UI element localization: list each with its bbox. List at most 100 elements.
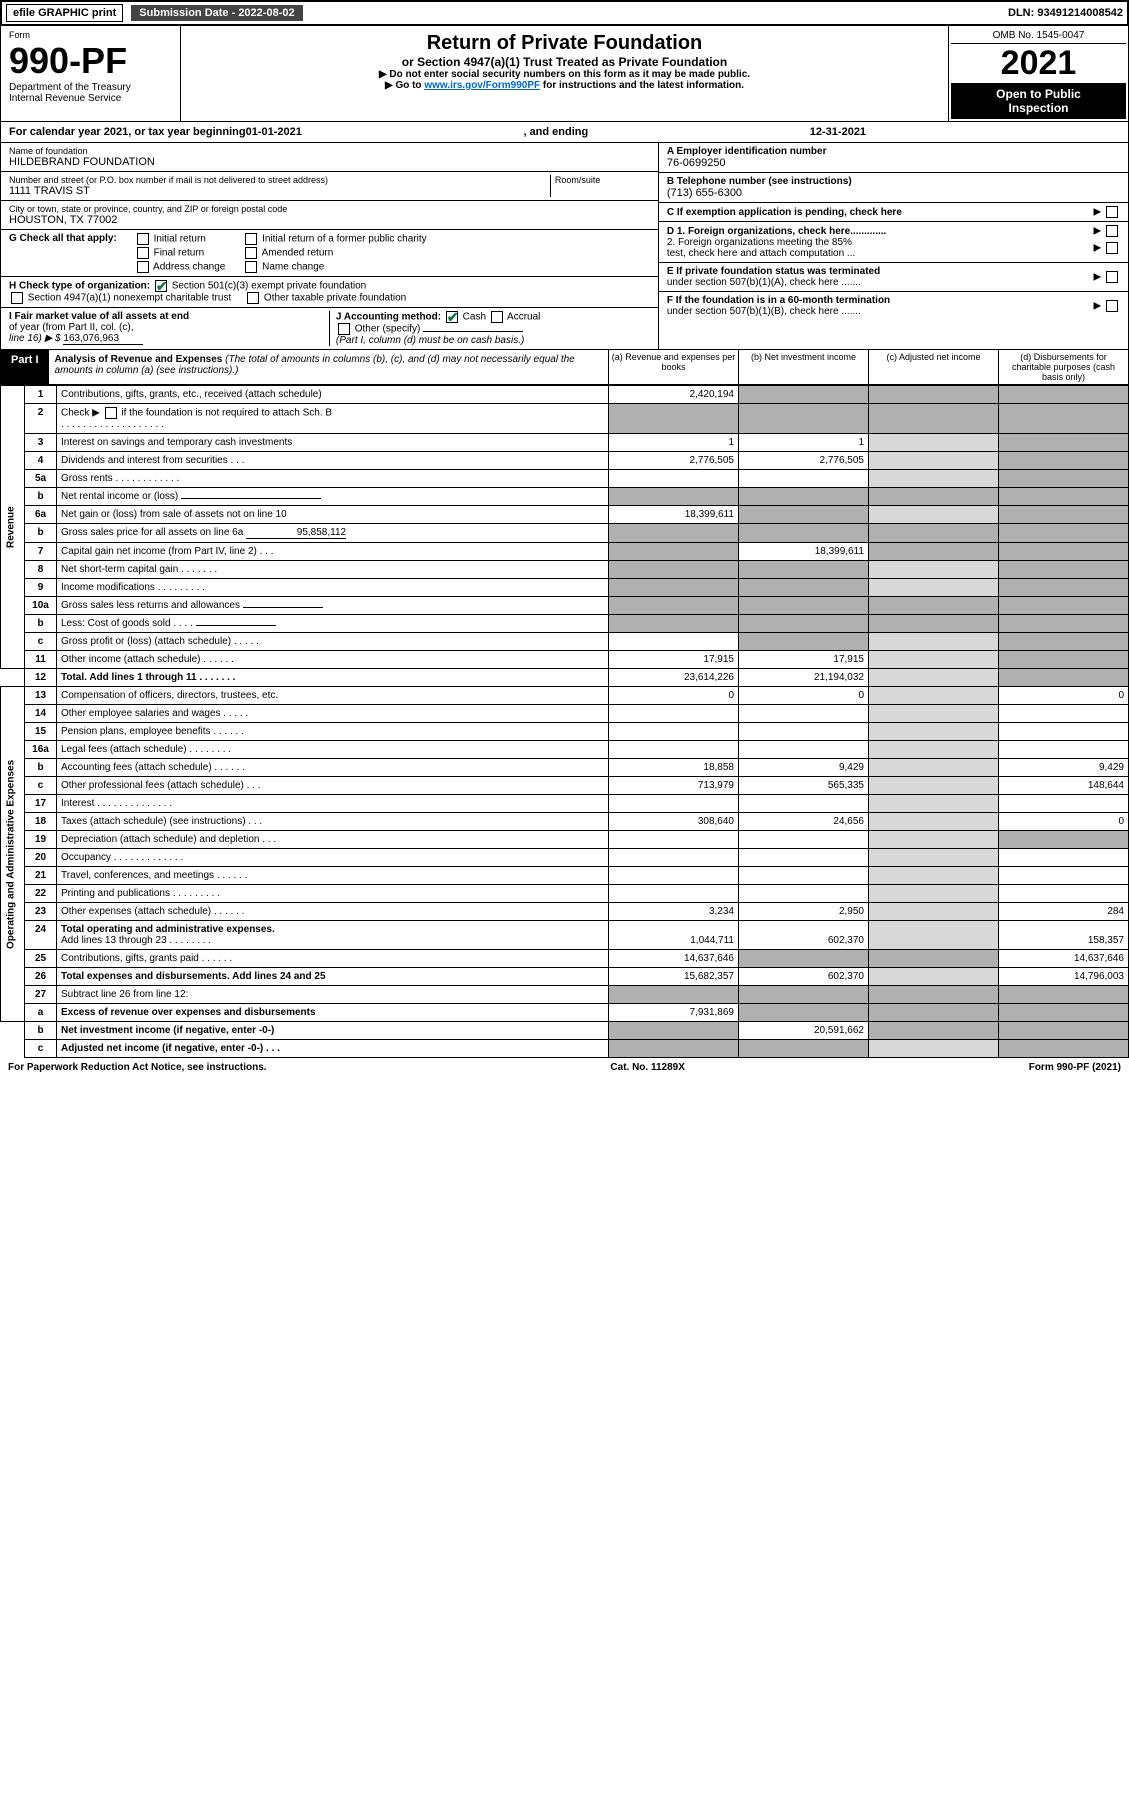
f2: under section 507(b)(1)(B), check here .…	[667, 306, 861, 317]
v18b: 24,656	[739, 813, 869, 831]
line-6b-pre: Gross sales price for all assets on line…	[61, 527, 243, 538]
v25d: 14,637,646	[999, 950, 1129, 968]
line-4: Dividends and interest from securities .…	[57, 452, 609, 470]
i-line1: I Fair market value of all assets at end	[9, 311, 323, 322]
line-26: Total expenses and disbursements. Add li…	[57, 968, 609, 986]
v1a: 2,420,194	[609, 386, 739, 404]
chk-other-acct[interactable]	[338, 323, 350, 335]
v13d: 0	[999, 687, 1129, 705]
chk-accrual[interactable]	[491, 311, 503, 323]
irs-link[interactable]: www.irs.gov/Form990PF	[424, 80, 540, 91]
footer-mid: Cat. No. 11289X	[610, 1062, 684, 1073]
part1-title: Analysis of Revenue and Expenses	[55, 354, 223, 365]
addr-label: Number and street (or P.O. box number if…	[9, 175, 550, 185]
g-label: G Check all that apply:	[9, 233, 117, 273]
open-public-1: Open to Public	[955, 87, 1122, 101]
g-opt-0: Initial return	[154, 234, 206, 245]
line-22: Printing and publications . . . . . . . …	[57, 885, 609, 903]
chk-cash[interactable]	[446, 311, 458, 323]
chk-c[interactable]	[1106, 206, 1118, 218]
v6a: 18,399,611	[609, 506, 739, 524]
footer-right: Form 990-PF (2021)	[1029, 1062, 1121, 1073]
col-d-head: (d) Disbursements for charitable purpose…	[998, 350, 1128, 384]
chk-address-change[interactable]	[137, 261, 149, 273]
line-27: Subtract line 26 from line 12:	[57, 986, 609, 1004]
v11b: 17,915	[739, 651, 869, 669]
line-6b-val: 95,858,112	[246, 527, 346, 539]
h-opt2: Section 4947(a)(1) nonexempt charitable …	[28, 293, 231, 304]
g-opt-1: Final return	[154, 248, 205, 259]
h-opt1: Section 501(c)(3) exempt private foundat…	[172, 281, 367, 292]
chk-d2[interactable]	[1106, 242, 1118, 254]
foundation-city: HOUSTON, TX 77002	[9, 214, 650, 226]
chk-e[interactable]	[1106, 271, 1118, 283]
ein-value: 76-0699250	[667, 157, 1120, 169]
line-5b: Net rental income or (loss)	[61, 491, 178, 502]
line-24b: Add lines 13 through 23 . . . . . . . .	[61, 935, 211, 946]
line-16a: Legal fees (attach schedule) . . . . . .…	[57, 741, 609, 759]
efile-label[interactable]: efile GRAPHIC print	[6, 4, 123, 22]
chk-d1[interactable]	[1106, 225, 1118, 237]
foundation-info: Name of foundation HILDEBRAND FOUNDATION…	[0, 143, 1129, 350]
v13a: 0	[609, 687, 739, 705]
part1-tag: Part I	[1, 350, 49, 384]
line-25: Contributions, gifts, grants paid . . . …	[57, 950, 609, 968]
cal-pre: For calendar year 2021, or tax year begi…	[9, 126, 246, 138]
irs-label: Internal Revenue Service	[9, 93, 172, 104]
v12b: 21,194,032	[739, 669, 869, 687]
cal-begin: 01-01-2021	[246, 126, 302, 138]
v13b: 0	[739, 687, 869, 705]
v24a: 1,044,711	[609, 921, 739, 950]
line-16c: Other professional fees (attach schedule…	[57, 777, 609, 795]
chk-initial-return[interactable]	[137, 233, 149, 245]
col-a-head: (a) Revenue and expenses per books	[608, 350, 738, 384]
v23a: 3,234	[609, 903, 739, 921]
name-label: Name of foundation	[9, 146, 650, 156]
v27aa: 7,931,869	[609, 1004, 739, 1022]
j-label: J Accounting method:	[336, 312, 441, 323]
v7b: 18,399,611	[739, 543, 869, 561]
chk-f[interactable]	[1106, 300, 1118, 312]
calendar-year-row: For calendar year 2021, or tax year begi…	[0, 122, 1129, 143]
col-b-head: (b) Net investment income	[738, 350, 868, 384]
part1-header: Part I Analysis of Revenue and Expenses …	[0, 350, 1129, 385]
j-other: Other (specify)	[355, 324, 421, 335]
v4b: 2,776,505	[739, 452, 869, 470]
foundation-name: HILDEBRAND FOUNDATION	[9, 156, 650, 168]
chk-501c3[interactable]	[155, 280, 167, 292]
h-label: H Check type of organization:	[9, 281, 150, 292]
b-label: B Telephone number (see instructions)	[667, 176, 1120, 187]
footer-left: For Paperwork Reduction Act Notice, see …	[8, 1062, 267, 1073]
v11a: 17,915	[609, 651, 739, 669]
i-line3-pre: line 16) ▶ $	[9, 333, 63, 344]
v12a: 23,614,226	[609, 669, 739, 687]
line-18: Taxes (attach schedule) (see instruction…	[57, 813, 609, 831]
tax-year: 2021	[951, 44, 1126, 83]
cal-mid: , and ending	[302, 126, 810, 138]
page-footer: For Paperwork Reduction Act Notice, see …	[0, 1058, 1129, 1077]
chk-initial-public[interactable]	[245, 233, 257, 245]
chk-amended[interactable]	[245, 247, 257, 259]
v27bb: 20,591,662	[739, 1022, 869, 1040]
chk-4947[interactable]	[11, 292, 23, 304]
chk-final-return[interactable]	[137, 247, 149, 259]
chk-sch-b[interactable]	[105, 407, 117, 419]
form-subtitle: or Section 4947(a)(1) Trust Treated as P…	[187, 55, 942, 69]
d1-label: D 1. Foreign organizations, check here..…	[667, 226, 887, 237]
form-title: Return of Private Foundation	[187, 32, 942, 55]
v23d: 284	[999, 903, 1129, 921]
v16ca: 713,979	[609, 777, 739, 795]
omb-number: OMB No. 1545-0047	[951, 28, 1126, 44]
v18a: 308,640	[609, 813, 739, 831]
j-accrual: Accrual	[507, 312, 540, 323]
d2a: 2. Foreign organizations meeting the 85%	[667, 237, 852, 248]
chk-name-change[interactable]	[245, 261, 257, 273]
chk-other-taxable[interactable]	[247, 292, 259, 304]
line-27a: Excess of revenue over expenses and disb…	[57, 1004, 609, 1022]
j-note: (Part I, column (d) must be on cash basi…	[336, 335, 524, 346]
line-16b: Accounting fees (attach schedule) . . . …	[57, 759, 609, 777]
city-label: City or town, state or province, country…	[9, 204, 650, 214]
line-9: Income modifications . . . . . . . . .	[57, 579, 609, 597]
line-11: Other income (attach schedule) . . . . .…	[57, 651, 609, 669]
room-label: Room/suite	[555, 175, 650, 185]
